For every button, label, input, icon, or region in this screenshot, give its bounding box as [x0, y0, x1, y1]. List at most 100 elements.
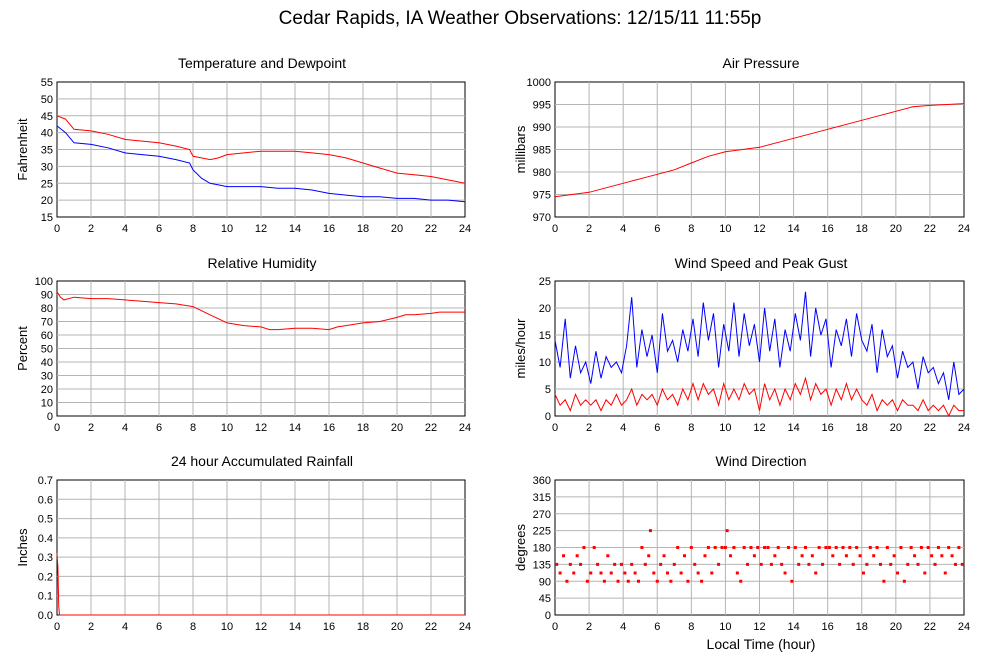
direction-point — [613, 562, 617, 566]
direction-point — [672, 562, 676, 566]
x-axis-label: Local Time (hour) — [707, 636, 816, 652]
direction-point — [648, 529, 652, 533]
direction-point — [769, 562, 773, 566]
humidity-series-line-0 — [56, 291, 465, 331]
direction-point — [693, 562, 697, 566]
humidity-xtick-label: 12 — [255, 422, 267, 434]
direction-point — [953, 562, 957, 566]
pressure-title: Air Pressure — [722, 55, 799, 71]
direction-point — [960, 562, 964, 566]
humidity-xtick-label: 4 — [122, 422, 128, 434]
direction-point — [720, 546, 724, 549]
direction-point — [950, 554, 954, 558]
direction-ytick-label: 270 — [533, 509, 551, 521]
direction-title: Wind Direction — [715, 453, 806, 469]
direction-ytick-label: 360 — [533, 475, 551, 487]
direction-point — [940, 554, 944, 558]
direction-point — [896, 571, 900, 575]
direction-xtick-label: 20 — [890, 621, 902, 633]
direction-point — [817, 546, 821, 549]
humidity-ytick-label: 50 — [41, 344, 53, 356]
direction-point — [633, 571, 637, 575]
direction-point — [683, 554, 687, 558]
direction-point — [739, 579, 743, 583]
humidity-title: Relative Humidity — [208, 255, 317, 271]
direction-point — [851, 562, 855, 566]
direction-point — [626, 579, 630, 583]
direction-point — [565, 579, 569, 583]
rain-xtick-label: 22 — [425, 621, 437, 633]
temp-xtick-label: 18 — [357, 223, 369, 235]
temp-xtick-label: 22 — [425, 223, 437, 235]
direction-point — [786, 546, 790, 549]
direction-point — [885, 546, 889, 549]
humidity-xtick-label: 16 — [323, 422, 335, 434]
temp-series-line-1 — [56, 125, 466, 203]
humidity-xtick-label: 6 — [156, 422, 162, 434]
direction-point — [947, 546, 951, 549]
direction-point — [814, 571, 818, 575]
wind-xtick-label: 12 — [753, 422, 765, 434]
direction-point — [652, 571, 656, 575]
wind-xtick-label: 4 — [620, 422, 626, 434]
wind-title: Wind Speed and Peak Gust — [675, 255, 848, 271]
temp-ylabel: Fahrenheit — [15, 118, 30, 181]
direction-ytick-label: 45 — [539, 593, 551, 605]
humidity-xtick-label: 0 — [54, 422, 60, 434]
wind-ytick-label: 0 — [545, 411, 551, 423]
direction-point — [861, 571, 865, 575]
rain-xtick-label: 2 — [88, 621, 94, 633]
direction-ytick-label: 135 — [533, 559, 551, 571]
pressure-xtick-label: 8 — [688, 223, 694, 235]
direction-point — [882, 579, 886, 583]
wind-series-line-1 — [554, 376, 964, 418]
wind-xtick-label: 18 — [856, 422, 868, 434]
humidity-xtick-label: 22 — [425, 422, 437, 434]
temp-ytick-label: 15 — [41, 212, 53, 224]
pressure-xtick-label: 10 — [719, 223, 731, 235]
direction-point — [865, 562, 869, 566]
rain-xtick-label: 10 — [221, 621, 233, 633]
direction-point — [902, 579, 906, 583]
direction-point — [662, 554, 666, 558]
temp-ytick-label: 55 — [41, 77, 53, 89]
direction-point — [943, 571, 947, 575]
direction-point — [735, 571, 739, 575]
wind-xtick-label: 20 — [890, 422, 902, 434]
humidity-xtick-label: 18 — [357, 422, 369, 434]
pressure-ytick-label: 985 — [533, 145, 551, 157]
direction-point — [923, 571, 927, 575]
pressure-ytick-label: 975 — [533, 190, 551, 202]
rain-ytick-label: 0.5 — [38, 514, 53, 526]
wind-xtick-label: 0 — [552, 422, 558, 434]
humidity-xtick-label: 20 — [391, 422, 403, 434]
temp-title: Temperature and Dewpoint — [178, 55, 346, 71]
humidity-ytick-label: 70 — [41, 317, 53, 329]
direction-point — [732, 546, 736, 549]
direction-point — [810, 554, 814, 558]
direction-point — [756, 546, 760, 549]
rain-ytick-label: 0.7 — [38, 475, 53, 487]
wind-xtick-label: 22 — [924, 422, 936, 434]
direction-point — [780, 562, 784, 566]
direction-point — [582, 546, 586, 549]
direction-point — [892, 554, 896, 558]
rain-ytick-label: 0.1 — [38, 591, 53, 603]
direction-xtick-label: 0 — [552, 621, 558, 633]
direction-ytick-label: 225 — [533, 526, 551, 538]
rain-xtick-label: 8 — [190, 621, 196, 633]
direction-point — [589, 571, 593, 575]
temp-xtick-label: 16 — [323, 223, 335, 235]
direction-point — [838, 562, 842, 566]
temp-xtick-label: 12 — [255, 223, 267, 235]
direction-point — [647, 554, 651, 558]
direction-point — [936, 546, 940, 549]
direction-point — [575, 554, 579, 558]
direction-point — [831, 554, 835, 558]
pressure-ytick-label: 1000 — [527, 77, 551, 89]
wind-ytick-label: 15 — [539, 330, 551, 342]
direction-point — [579, 562, 583, 566]
humidity-xtick-label: 24 — [459, 422, 471, 434]
